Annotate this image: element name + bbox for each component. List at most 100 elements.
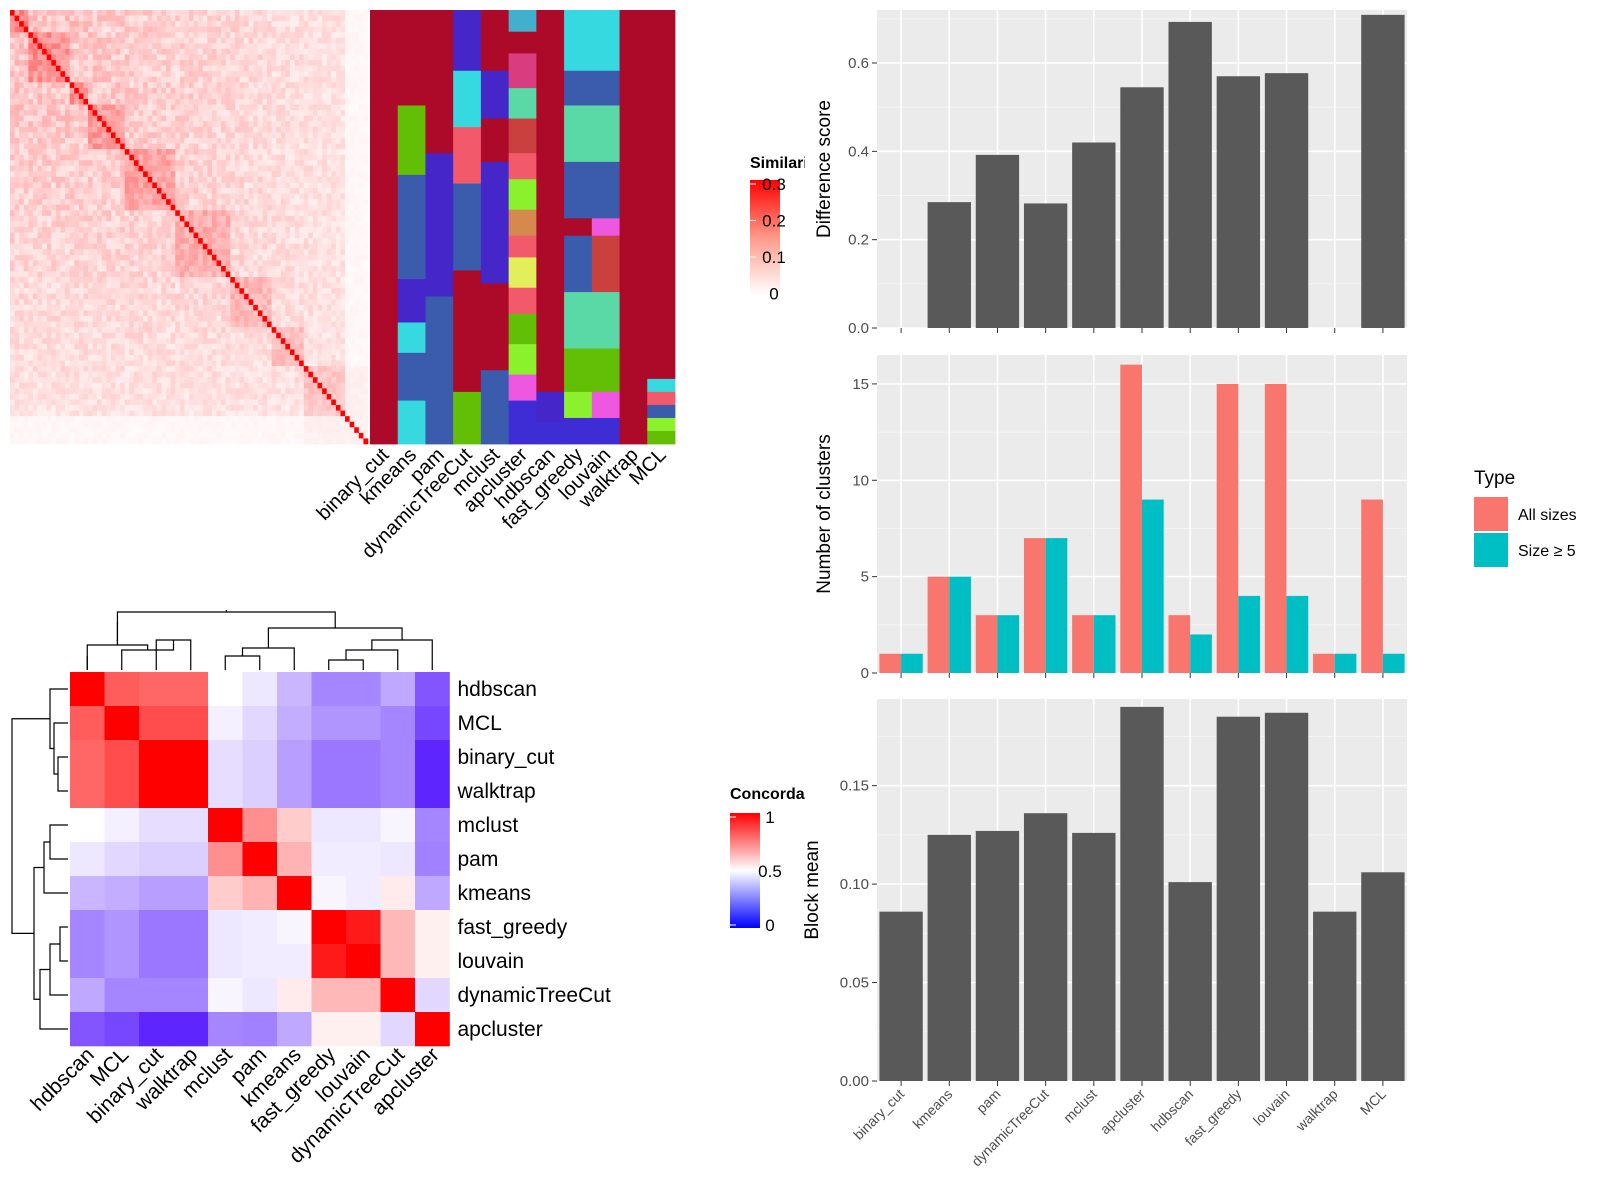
similarity-cell xyxy=(175,188,181,194)
similarity-cell xyxy=(253,282,259,289)
similarity-cell xyxy=(152,288,158,295)
similarity-cell xyxy=(349,316,355,322)
similarity-cell xyxy=(120,238,126,244)
similarity-cell xyxy=(257,182,263,189)
similarity-cell xyxy=(299,154,305,161)
similarity-cell xyxy=(193,210,199,217)
similarity-cell xyxy=(65,176,70,183)
similarity-cell xyxy=(42,15,48,22)
similarity-cell xyxy=(211,288,217,295)
similarity-cell xyxy=(257,65,263,72)
similarity-cell xyxy=(248,221,254,228)
similarity-cell xyxy=(133,293,139,300)
similarity-cell xyxy=(354,271,360,278)
similarity-cell xyxy=(133,71,139,78)
similarity-cell xyxy=(166,260,171,267)
similarity-cell xyxy=(88,304,93,311)
similarity-cell xyxy=(340,238,346,244)
similarity-cell xyxy=(184,71,190,78)
similarity-cell xyxy=(331,299,337,306)
similarity-cell xyxy=(46,76,52,83)
similarity-cell xyxy=(207,110,213,117)
similarity-cell xyxy=(303,338,309,345)
similarity-cell xyxy=(335,288,341,295)
similarity-cell xyxy=(262,304,268,311)
similarity-cell xyxy=(92,282,98,289)
similarity-cell xyxy=(23,221,29,228)
similarity-cell xyxy=(193,132,199,139)
similarity-cell xyxy=(354,54,360,61)
similarity-cell xyxy=(115,110,121,117)
similarity-cell xyxy=(42,343,48,350)
similarity-cell xyxy=(37,316,43,322)
similarity-cell xyxy=(110,299,116,306)
similarity-cell xyxy=(19,21,25,27)
similarity-cell xyxy=(335,321,341,328)
similarity-cell xyxy=(340,71,346,78)
similarity-cell xyxy=(133,204,139,211)
similarity-cell xyxy=(303,26,309,33)
similarity-cell xyxy=(147,277,153,283)
similarity-cell xyxy=(143,316,148,322)
similarity-cell xyxy=(65,327,70,334)
similarity-cell xyxy=(354,104,360,111)
similarity-cell xyxy=(225,193,231,200)
similarity-cell xyxy=(156,93,162,100)
similarity-cell xyxy=(60,321,66,328)
similarity-cell xyxy=(88,71,93,78)
similarity-cell xyxy=(294,238,300,244)
similarity-cell xyxy=(115,71,121,78)
similarity-cell xyxy=(221,165,227,172)
similarity-cell xyxy=(133,310,139,317)
similarity-cell xyxy=(193,227,199,233)
similarity-cell xyxy=(363,21,369,27)
similarity-cell xyxy=(289,176,295,183)
similarity-cell xyxy=(326,260,332,267)
similarity-cell xyxy=(129,199,135,206)
similarity-cell xyxy=(175,82,181,89)
similarity-cell xyxy=(248,299,254,306)
similarity-cell xyxy=(83,160,89,167)
similarity-cell xyxy=(19,249,25,256)
similarity-cell xyxy=(271,15,277,22)
similarity-cell xyxy=(280,160,286,167)
similarity-cell xyxy=(225,338,231,345)
similarity-cell xyxy=(358,82,364,89)
similarity-cell xyxy=(32,254,38,261)
similarity-cell xyxy=(143,227,148,233)
similarity-cell xyxy=(10,271,15,278)
similarity-cell xyxy=(294,37,300,44)
similarity-cell xyxy=(32,93,38,100)
similarity-cell xyxy=(363,199,369,206)
similarity-cell xyxy=(280,176,286,183)
similarity-cell xyxy=(28,37,34,44)
similarity-cell xyxy=(280,204,286,211)
similarity-cell xyxy=(244,304,249,311)
similarity-cell xyxy=(92,354,98,361)
similarity-cell xyxy=(101,299,107,306)
similarity-cell xyxy=(32,354,38,361)
similarity-cell xyxy=(234,165,240,172)
similarity-cell xyxy=(312,15,318,22)
similarity-cell xyxy=(124,121,130,128)
similarity-cell xyxy=(234,21,240,27)
similarity-cell xyxy=(60,149,66,155)
similarity-cell xyxy=(179,10,185,16)
similarity-cell xyxy=(170,343,176,350)
similarity-cell xyxy=(124,76,130,83)
similarity-cell xyxy=(289,82,295,89)
similarity-cell xyxy=(46,132,52,139)
similarity-cell xyxy=(207,304,213,311)
similarity-cell xyxy=(285,160,291,167)
similarity-cell xyxy=(175,160,181,167)
similarity-cell xyxy=(317,260,323,267)
similarity-cell xyxy=(280,188,286,194)
similarity-cell xyxy=(97,76,103,83)
similarity-cell xyxy=(92,43,98,50)
similarity-cell xyxy=(23,71,29,78)
similarity-cell xyxy=(221,160,227,167)
similarity-cell xyxy=(363,154,369,161)
similarity-cell xyxy=(244,282,249,289)
similarity-cell xyxy=(161,215,167,222)
similarity-cell xyxy=(152,104,158,111)
